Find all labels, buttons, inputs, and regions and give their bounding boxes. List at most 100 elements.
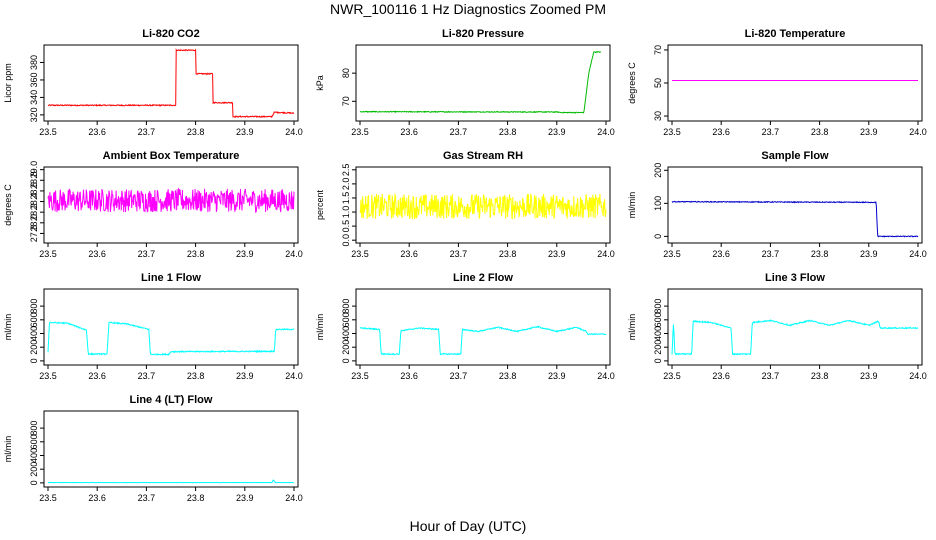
x-tick-label: 23.8 — [811, 371, 829, 381]
panel-1: Li-820 CO2 Licor ppm 23.5 23.6 23.7 23.8 23.9 2… — [3, 28, 303, 137]
y-tick-label: 400 — [29, 326, 39, 341]
x-tick-label: 23.5 — [663, 127, 681, 137]
y-tick-label: 320 — [29, 107, 39, 122]
y-tick-label: 28.2 — [29, 203, 39, 221]
x-tick-label: 23.6 — [400, 249, 418, 259]
data-series-line — [359, 50, 602, 114]
panel-title: Gas Stream RH — [443, 150, 523, 162]
y-tick-label: 2.0 — [341, 178, 351, 191]
y-tick-label: 2.5 — [341, 164, 351, 177]
y-tick-label: 1.5 — [341, 192, 351, 205]
x-tick-label: 23.7 — [138, 249, 156, 259]
x-tick-label: 24.0 — [597, 127, 615, 137]
x-tick-label: 23.9 — [236, 493, 254, 503]
x-tick-label: 23.8 — [499, 249, 517, 259]
panel-title: Sample Flow — [761, 150, 829, 162]
y-tick-label: 28.0 — [29, 214, 39, 232]
y-tick-label: 0 — [29, 480, 39, 485]
x-tick-label: 23.9 — [236, 371, 254, 381]
y-tick-label: 200 — [653, 163, 663, 178]
x-tick-label: 23.7 — [138, 371, 156, 381]
panel-3: Li-820 Temperature degrees C 23.5 23.6 23.7 2… — [627, 28, 927, 137]
x-tick-label: 24.0 — [909, 249, 927, 259]
panel-2: Li-820 Pressure kPa 23.5 23.6 23.7 23.8 23.9 24… — [315, 28, 615, 137]
y-axis-label: ml/min — [3, 314, 13, 341]
y-tick-label: 800 — [341, 299, 351, 314]
x-tick-label: 23.6 — [712, 371, 730, 381]
x-tick-label: 23.5 — [39, 249, 57, 259]
x-tick-label: 23.6 — [712, 249, 730, 259]
x-tick-label: 23.5 — [351, 371, 369, 381]
x-tick-label: 24.0 — [285, 371, 303, 381]
panel-6: Sample Flow ml/min 23.5 23.6 23.7 23.8 23.9 24.… — [627, 150, 927, 259]
y-axis-label: ml/min — [3, 436, 13, 463]
x-tick-label: 23.7 — [450, 249, 468, 259]
x-tick-label: 23.7 — [138, 127, 156, 137]
y-tick-label: 70 — [341, 96, 351, 106]
y-tick-label: 1.0 — [341, 206, 351, 219]
x-tick-label: 23.9 — [236, 127, 254, 137]
y-tick-label: 0 — [653, 234, 663, 239]
plot-frame — [43, 410, 299, 488]
data-series-line — [359, 192, 607, 220]
y-tick-label: 400 — [653, 326, 663, 341]
y-tick-label: 600 — [29, 312, 39, 327]
y-tick-label: 28.6 — [29, 182, 39, 200]
panel-7: Line 1 Flow ml/min 23.5 23.6 23.7 23.8 23.9 24.… — [3, 272, 303, 381]
y-tick-label: 200 — [653, 340, 663, 355]
x-tick-label: 23.6 — [88, 249, 106, 259]
x-tick-label: 23.8 — [187, 127, 205, 137]
x-tick-label: 23.9 — [860, 127, 878, 137]
y-axis-label: Licor ppm — [3, 63, 13, 103]
panel-title: Li-820 CO2 — [142, 28, 199, 40]
y-axis-label: percent — [315, 189, 325, 220]
x-tick-label: 23.5 — [39, 127, 57, 137]
plot-frame — [667, 44, 923, 122]
x-tick-label: 24.0 — [597, 371, 615, 381]
data-series-line — [359, 325, 607, 356]
x-tick-label: 23.6 — [400, 371, 418, 381]
x-tick-label: 23.8 — [499, 371, 517, 381]
x-tick-label: 23.9 — [236, 249, 254, 259]
x-tick-label: 23.7 — [138, 493, 156, 503]
x-tick-label: 23.8 — [187, 249, 205, 259]
x-axis-title: Hour of Day (UTC) — [409, 518, 527, 534]
y-tick-label: 30 — [653, 111, 663, 121]
panel-title: Li-820 Temperature — [745, 28, 846, 40]
y-tick-label: 0 — [29, 358, 39, 363]
panel-9: Line 3 Flow ml/min 23.5 23.6 23.7 23.8 23.9 24.… — [627, 272, 927, 381]
y-tick-label: 80 — [341, 68, 351, 78]
panel-title: Li-820 Pressure — [442, 28, 524, 40]
panel-4: Ambient Box Temperature degrees C 23.5 23.6… — [3, 150, 303, 259]
plot-frame — [43, 44, 299, 122]
y-tick-label: 50 — [653, 78, 663, 88]
data-series-line — [47, 187, 295, 213]
x-tick-label: 23.8 — [499, 127, 517, 137]
y-tick-label: 0 — [341, 358, 351, 363]
x-tick-label: 23.9 — [860, 249, 878, 259]
x-tick-label: 23.7 — [450, 127, 468, 137]
data-series-line — [671, 318, 919, 356]
y-tick-label: 400 — [29, 448, 39, 463]
x-tick-label: 23.6 — [88, 493, 106, 503]
plot-frame — [355, 166, 611, 244]
x-tick-label: 24.0 — [597, 249, 615, 259]
y-tick-label: 340 — [29, 90, 39, 105]
y-tick-label: 600 — [653, 312, 663, 327]
x-tick-label: 23.5 — [663, 371, 681, 381]
y-axis-label: degrees C — [3, 184, 13, 226]
x-tick-label: 23.7 — [762, 371, 780, 381]
x-tick-label: 23.7 — [762, 127, 780, 137]
x-tick-label: 23.8 — [187, 371, 205, 381]
y-axis-label: ml/min — [627, 192, 637, 219]
x-tick-label: 23.9 — [548, 127, 566, 137]
x-tick-label: 23.7 — [762, 249, 780, 259]
y-tick-label: 600 — [341, 312, 351, 327]
x-tick-label: 23.5 — [39, 371, 57, 381]
y-axis-label: ml/min — [627, 314, 637, 341]
x-tick-label: 24.0 — [285, 249, 303, 259]
y-axis-label: ml/min — [315, 314, 325, 341]
y-axis-label: kPa — [315, 75, 325, 91]
x-tick-label: 23.8 — [811, 127, 829, 137]
x-tick-label: 23.5 — [39, 493, 57, 503]
